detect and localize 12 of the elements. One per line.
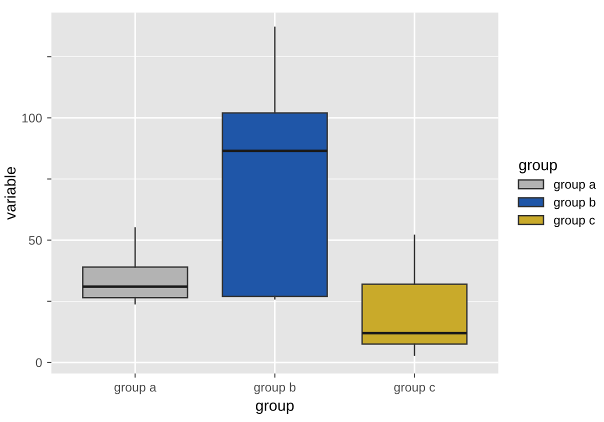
y-axis-title: variable: [4, 166, 16, 220]
legend-label: group c: [554, 218, 595, 228]
y-tick-label: 50: [28, 236, 42, 245]
y-tick-label: 100: [22, 114, 42, 122]
x-axis-title: group: [256, 402, 294, 414]
legend-label: group b: [554, 197, 596, 210]
legend-label: group a: [554, 182, 596, 192]
legend-title: group: [519, 162, 557, 174]
x-tick-label: group c: [394, 384, 436, 394]
y-tick-label: 0: [36, 358, 42, 368]
x-tick-label: group a: [114, 384, 156, 394]
x-tick-label: group b: [254, 382, 296, 394]
